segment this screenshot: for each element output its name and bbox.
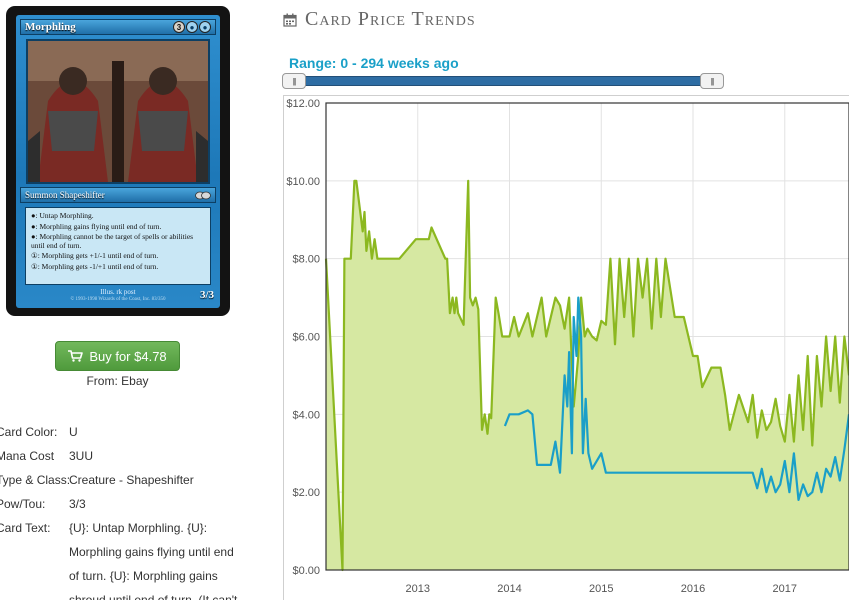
card-rules-text: ●: Untap Morphling. ●: Morphling gains f…: [25, 207, 211, 285]
card-mana-cost: 3 ● ●: [173, 21, 211, 33]
x-tick-label: 2015: [589, 583, 613, 595]
plot-border: [325, 102, 849, 571]
range-label: Range: 0 - 294 weeks ago: [289, 55, 459, 71]
seller-line: From: Ebay: [55, 374, 180, 388]
y-tick-label: $2.00: [292, 487, 320, 499]
card-rule-line: ①: Morphling gets -1/+1 until end of tur…: [31, 261, 159, 271]
y-tick-label: $6.00: [292, 332, 320, 344]
card-rule-line: ●: Morphling gains flying until end of t…: [31, 221, 162, 231]
card-image: Morphling 3 ● ● Summon: [6, 6, 230, 316]
series-area-0: [326, 180, 849, 571]
card-art-illustration: [28, 41, 208, 182]
y-tick-label: $0.00: [292, 565, 320, 577]
card-power-toughness: 3/3: [199, 289, 214, 301]
detail-label: Mana Cost: [0, 449, 55, 463]
mana-symbol-generic: 3: [173, 21, 185, 33]
card-rule-line: ●: Untap Morphling.: [31, 211, 94, 220]
detail-label: Pow/Tou:: [0, 497, 46, 511]
y-tick-label: $10.00: [286, 176, 320, 188]
price-trends-header: Card Price Trends: [283, 8, 476, 31]
detail-row-type: Type & Class: Creature - Shapeshifter: [0, 468, 246, 492]
x-tick-label: 2017: [773, 583, 797, 595]
detail-row-mana-cost: Mana Cost 3UU: [0, 444, 246, 468]
card-art: [26, 39, 210, 184]
detail-value: Creature - Shapeshifter: [69, 473, 194, 487]
card-rule-line: ①: Morphling gets +1/-1 until end of tur…: [31, 251, 159, 260]
buy-button[interactable]: Buy for $4.78: [55, 341, 180, 371]
y-tick-label: $4.00: [292, 409, 320, 421]
range-slider-selection: [284, 76, 722, 86]
range-slider[interactable]: ||| |||: [282, 73, 724, 89]
detail-row-pow-tou: Pow/Tou: 3/3: [0, 492, 246, 516]
detail-label: Type & Class:: [0, 473, 69, 487]
card-name-bar: Morphling 3 ● ●: [20, 19, 216, 35]
series-line-0: [324, 179, 849, 572]
page-title: Card Price Trends: [305, 8, 476, 30]
range-slider-handle-start[interactable]: |||: [282, 73, 306, 89]
price-chart: $0.00 $2.00 $4.00 $6.00 $8.00 $10.00 $12.00 201…: [283, 95, 849, 600]
calendar-icon: [283, 13, 297, 27]
detail-value: 3/3: [69, 497, 86, 511]
detail-row-color: Card Color: U: [0, 420, 246, 444]
buy-button-label: Buy for $4.78: [89, 348, 167, 364]
card-rule-line: ●: Morphling cannot be the target of spe…: [31, 232, 194, 250]
y-tick-label: $8.00: [292, 254, 320, 266]
shopping-cart-icon: [68, 350, 84, 362]
card-type-bar: Summon Shapeshifter: [20, 187, 216, 203]
seller-label: From:: [86, 374, 118, 388]
x-tick-label: 2013: [406, 583, 430, 595]
y-tick-label: $12.00: [286, 98, 320, 110]
card-type-line: Summon Shapeshifter: [25, 190, 105, 200]
series-line-1: [503, 296, 849, 501]
detail-label: Card Text:: [0, 521, 51, 535]
set-symbol-icon: [195, 191, 211, 199]
card-name: Morphling: [25, 21, 76, 33]
detail-label: Card Color:: [0, 425, 58, 439]
detail-value: 3UU: [69, 449, 94, 463]
range-slider-handle-end[interactable]: |||: [700, 73, 724, 89]
detail-value: {U}: Untap Morphling. {U}: Morphling gai…: [69, 521, 238, 600]
price-chart-svg: $0.00 $2.00 $4.00 $6.00 $8.00 $10.00 $12.00 201…: [286, 98, 849, 595]
detail-value: U: [69, 425, 78, 439]
detail-row-card-text: Card Text: {U}: Untap Morphling. {U}: Mo…: [0, 516, 246, 600]
mana-symbol-blue: ●: [199, 21, 211, 33]
card-details: Card Color: U Mana Cost 3UU Type & Class…: [0, 420, 246, 600]
card-frame: Morphling 3 ● ● Summon: [16, 15, 220, 308]
x-tick-label: 2014: [497, 583, 521, 595]
card-copyright: © 1993-1998 Wizards of the Coast, Inc. 8…: [70, 297, 166, 302]
mana-symbol-blue: ●: [186, 21, 198, 33]
x-tick-label: 2016: [681, 583, 705, 595]
card-illustrator: Illus. rk post: [100, 288, 136, 296]
seller-name[interactable]: Ebay: [121, 374, 149, 388]
